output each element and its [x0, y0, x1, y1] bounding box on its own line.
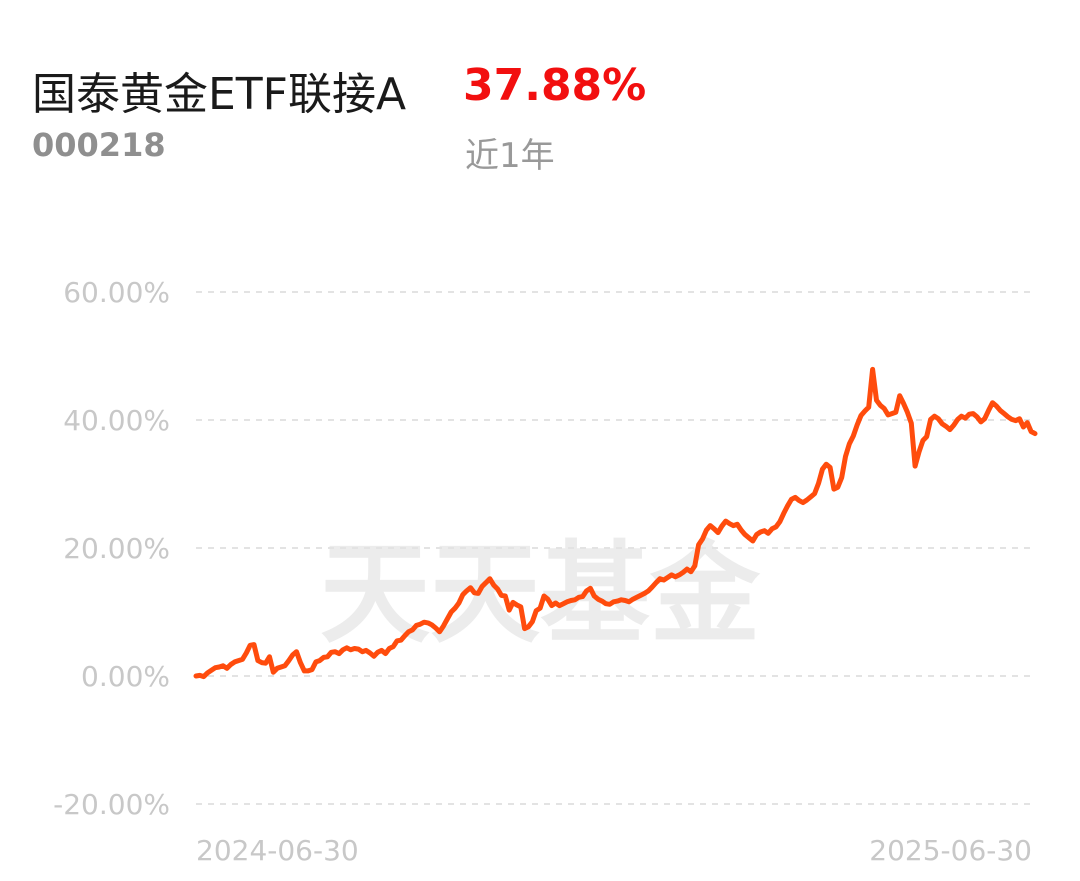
x-tick-label: 2025-06-30	[869, 834, 1032, 867]
x-tick-label: 2024-06-30	[196, 834, 359, 867]
y-tick-label: 0.00%	[81, 660, 170, 693]
series-group	[193, 366, 1038, 680]
y-tick-label: 20.00%	[63, 532, 170, 565]
y-tick-label: -20.00%	[53, 788, 170, 821]
period-label[interactable]: 近1年	[465, 136, 555, 176]
return-value: 37.88%	[463, 60, 647, 111]
fund-name: 国泰黄金ETF联接A	[32, 69, 407, 120]
x-axis-ticks: 2024-06-30 2025-06-30	[196, 834, 1032, 867]
y-tick-label: 40.00%	[63, 404, 170, 437]
fund-code: 000218	[32, 126, 166, 164]
watermark: 天天基金	[320, 529, 761, 658]
series-line	[193, 366, 1038, 680]
y-tick-label: 60.00%	[63, 276, 170, 309]
grid-lines	[196, 291, 1032, 805]
y-axis-ticks: 60.00% 40.00% 20.00% 0.00% -20.00%	[53, 276, 170, 821]
